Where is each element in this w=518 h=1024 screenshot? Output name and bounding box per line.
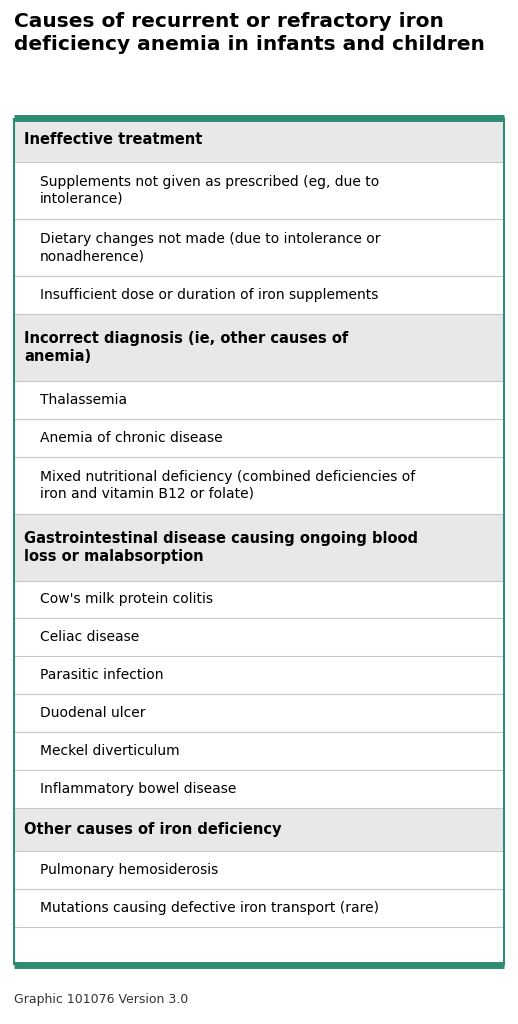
- Text: Duodenal ulcer: Duodenal ulcer: [40, 707, 146, 720]
- Text: Thalassemia: Thalassemia: [40, 393, 127, 407]
- Text: Gastrointestinal disease causing ongoing blood
loss or malabsorption: Gastrointestinal disease causing ongoing…: [24, 530, 418, 564]
- Text: Celiac disease: Celiac disease: [40, 631, 139, 644]
- Text: Insufficient dose or duration of iron supplements: Insufficient dose or duration of iron su…: [40, 289, 378, 302]
- Bar: [14, 581, 504, 618]
- Bar: [14, 927, 504, 965]
- Bar: [14, 514, 504, 581]
- Bar: [14, 118, 504, 162]
- Bar: [14, 656, 504, 694]
- Bar: [14, 276, 504, 314]
- Bar: [14, 808, 504, 851]
- Text: Incorrect diagnosis (ie, other causes of
anemia): Incorrect diagnosis (ie, other causes of…: [24, 331, 348, 365]
- Text: Dietary changes not made (due to intolerance or
nonadherence): Dietary changes not made (due to intoler…: [40, 232, 381, 263]
- Text: Cow's milk protein colitis: Cow's milk protein colitis: [40, 593, 213, 606]
- Bar: [14, 162, 504, 219]
- Bar: [14, 314, 504, 381]
- Text: Pulmonary hemosiderosis: Pulmonary hemosiderosis: [40, 863, 218, 878]
- Text: Parasitic infection: Parasitic infection: [40, 669, 164, 682]
- Bar: [14, 219, 504, 276]
- Text: Mixed nutritional deficiency (combined deficiencies of
iron and vitamin B12 or f: Mixed nutritional deficiency (combined d…: [40, 470, 415, 501]
- Text: Meckel diverticulum: Meckel diverticulum: [40, 744, 180, 758]
- Bar: [14, 618, 504, 656]
- Text: Ineffective treatment: Ineffective treatment: [24, 132, 203, 147]
- Bar: [14, 419, 504, 457]
- Text: Inflammatory bowel disease: Inflammatory bowel disease: [40, 782, 236, 796]
- Bar: [14, 694, 504, 732]
- Bar: [14, 457, 504, 514]
- Bar: [14, 851, 504, 889]
- Text: Other causes of iron deficiency: Other causes of iron deficiency: [24, 822, 281, 837]
- Text: Mutations causing defective iron transport (rare): Mutations causing defective iron transpo…: [40, 901, 379, 915]
- Text: Anemia of chronic disease: Anemia of chronic disease: [40, 431, 223, 444]
- Bar: [14, 732, 504, 770]
- Text: Graphic 101076 Version 3.0: Graphic 101076 Version 3.0: [14, 993, 188, 1006]
- Text: Causes of recurrent or refractory iron
deficiency anemia in infants and children: Causes of recurrent or refractory iron d…: [14, 12, 485, 53]
- Bar: [14, 889, 504, 927]
- Bar: [14, 770, 504, 808]
- Text: Supplements not given as prescribed (eg, due to
intolerance): Supplements not given as prescribed (eg,…: [40, 175, 379, 206]
- Bar: [14, 381, 504, 419]
